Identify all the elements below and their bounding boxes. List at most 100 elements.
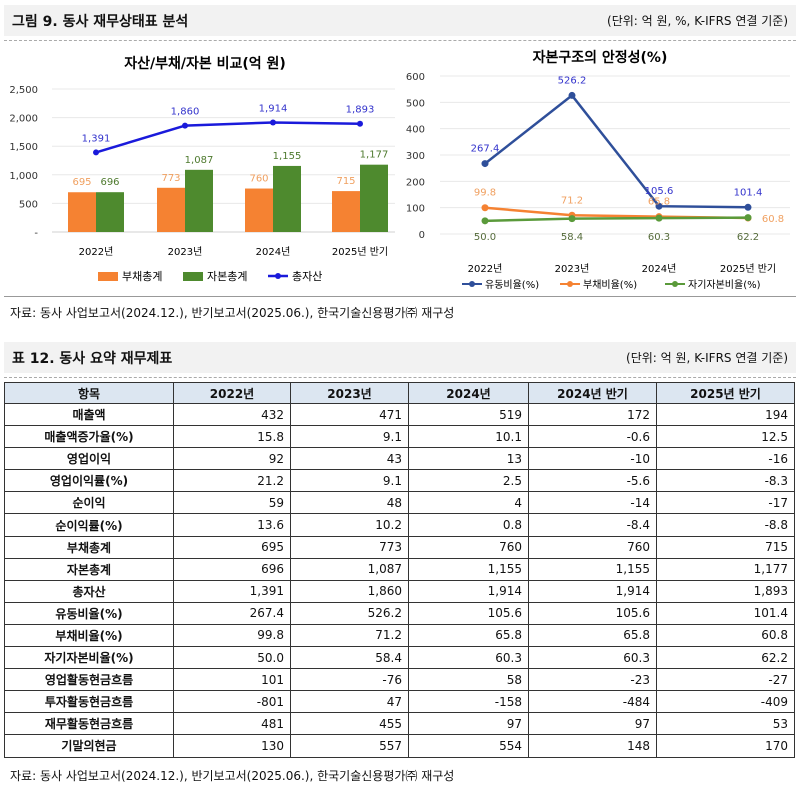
figure-unit: (단위: 억 원, %, K-IFRS 연결 기준): [607, 14, 788, 28]
cell-value: 194: [656, 402, 795, 427]
x-tick-label: 2025년 반기: [720, 263, 776, 275]
y-tick-label: -: [34, 228, 38, 239]
cell-value: 99.8: [173, 623, 291, 648]
cell-value: 92: [173, 447, 291, 471]
cell-value: -158: [408, 690, 529, 714]
figure-title: 그림 9. 동사 재무상태표 분석: [12, 13, 189, 30]
data-label: 1,177: [360, 150, 389, 161]
data-label: 695: [72, 177, 91, 188]
cell-value: 97: [408, 712, 529, 736]
cell-value: 267.4: [173, 601, 291, 625]
y-tick-label: 600: [406, 72, 425, 83]
x-tick-label: 2024년: [642, 263, 677, 275]
table-title: 표 12. 동사 요약 재무제표: [12, 350, 173, 367]
table-row: 유동비율(%) 267.4 526.2 105.6 105.6 101.4: [4, 601, 795, 625]
cell-value: 455: [290, 712, 409, 736]
data-label: 58.4: [561, 232, 583, 243]
data-point: [481, 204, 489, 212]
cell-value: 53: [656, 712, 795, 736]
data-label: 267.4: [471, 144, 500, 155]
cell-value: 432: [173, 402, 291, 427]
row-label: 영업활동현금흐름: [4, 668, 174, 692]
cell-value: 760: [528, 535, 657, 559]
cell-value: 557: [290, 734, 409, 758]
divider: [4, 377, 796, 378]
data-label: 1,860: [171, 107, 200, 118]
table-row: 자기자본비율(%) 50.0 58.4 60.3 60.3 62.2: [4, 646, 795, 670]
figure-header: 그림 9. 동사 재무상태표 분석 (단위: 억 원, %, K-IFRS 연결…: [4, 5, 796, 36]
row-label: 자본총계: [4, 557, 174, 581]
row-label: 영업이익: [4, 447, 174, 471]
y-tick-label: 100: [406, 204, 425, 215]
cell-value: 773: [290, 535, 409, 559]
cell-value: 148: [528, 734, 657, 758]
cell-value: -27: [656, 668, 795, 692]
table-row: 자본총계 696 1,087 1,155 1,155 1,177: [4, 557, 795, 581]
table-header-bar: 표 12. 동사 요약 재무제표 (단위: 억 원, K-IFRS 연결 기준): [4, 342, 796, 373]
row-label: 순이익률(%): [4, 513, 174, 537]
cell-value: 62.2: [656, 646, 795, 670]
data-point: [481, 217, 489, 225]
cell-value: 4: [408, 491, 529, 515]
legend-label: 부채총계: [122, 270, 162, 283]
data-label: 1,893: [346, 105, 375, 116]
cell-value: 1,087: [290, 557, 409, 581]
cell-value: 101.4: [656, 601, 795, 625]
data-point: [744, 214, 752, 222]
legend-label: 자기자본비율(%): [688, 279, 761, 291]
y-tick-label: 2,500: [9, 85, 38, 96]
legend-marker: [672, 281, 678, 287]
legend-label: 유동비율(%): [485, 279, 539, 291]
table-row: 매출액증가율(%) 15.8 9.1 10.1 -0.6 12.5: [4, 425, 795, 449]
legend-swatch: [183, 272, 203, 281]
table-source: 자료: 동사 사업보고서(2024.12.), 반기보고서(2025.06.),…: [10, 769, 455, 783]
cell-value: 59: [173, 491, 291, 515]
data-point: [568, 91, 576, 99]
row-label: 총자산: [4, 579, 174, 603]
cell-value: -8.3: [656, 469, 795, 493]
x-tick-label: 2023년: [555, 263, 590, 275]
cell-value: -801: [173, 690, 291, 714]
x-tick-label: 2024년: [256, 246, 291, 258]
column-header: 2024년: [408, 382, 529, 404]
legend-marker: [469, 281, 475, 287]
data-point: [270, 119, 276, 126]
legend-marker: [275, 273, 281, 279]
data-label: 60.8: [762, 214, 784, 225]
cell-value: 58: [408, 668, 529, 692]
cell-value: 105.6: [408, 601, 529, 625]
data-label: 62.2: [737, 232, 759, 243]
y-tick-label: 200: [406, 177, 425, 188]
cell-value: 65.8: [408, 623, 529, 648]
data-label: 99.8: [474, 188, 496, 199]
legend-label: 부채비율(%): [583, 279, 637, 291]
table-row: 영업이익 92 43 13 -10 -16: [4, 447, 795, 471]
cell-value: 1,893: [656, 579, 795, 603]
bar-equity: [273, 165, 301, 232]
cell-value: -8.4: [528, 513, 657, 537]
data-point: [481, 160, 489, 168]
table-row: 투자활동현금흐름 -801 47 -158 -484 -409: [4, 690, 795, 714]
table-row: 재무활동현금흐름 481 455 97 97 53: [4, 712, 795, 736]
cell-value: -17: [656, 491, 795, 515]
x-tick-label: 2022년: [468, 263, 503, 275]
data-point: [357, 120, 363, 127]
table-row: 순이익률(%) 13.6 10.2 0.8 -8.4 -8.8: [4, 513, 795, 537]
data-point: [655, 202, 663, 210]
cell-value: 50.0: [173, 646, 291, 670]
bar-equity: [185, 169, 213, 232]
column-header: 항목: [4, 382, 174, 404]
cell-value: -5.6: [528, 469, 657, 493]
legend-label: 총자산: [292, 270, 322, 283]
table-unit: (단위: 억 원, K-IFRS 연결 기준): [626, 351, 788, 365]
row-label: 유동비율(%): [4, 601, 174, 625]
cell-value: 172: [528, 402, 657, 427]
divider: [4, 296, 796, 297]
bar-liabilities: [245, 188, 273, 232]
cell-value: 65.8: [528, 623, 657, 648]
data-label: 71.2: [561, 195, 583, 206]
financial-summary-table: 항목 2022년 2023년 2024년 2024년 반기 2025년 반기 매출액 432…: [4, 382, 795, 758]
row-label: 재무활동현금흐름: [4, 712, 174, 736]
data-label: 1,087: [185, 155, 214, 166]
y-tick-label: 2,000: [9, 114, 38, 125]
